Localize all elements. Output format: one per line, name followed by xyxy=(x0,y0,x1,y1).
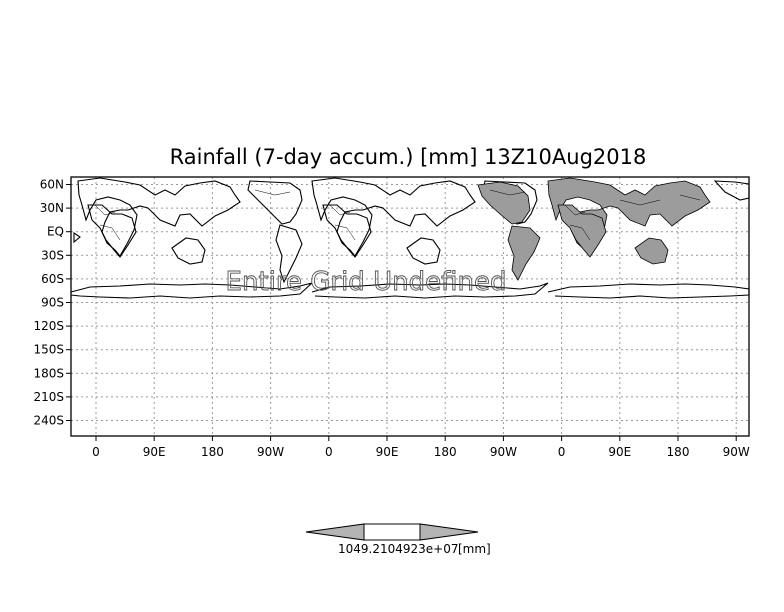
y-tick-label: 60N xyxy=(40,178,64,192)
political-borders xyxy=(94,189,701,241)
world-copy-3 xyxy=(547,177,750,299)
y-tick-label: EQ xyxy=(47,225,64,239)
x-tick-label: 0 xyxy=(558,445,566,459)
y-axis-ticks: 60N 30N EQ 30S 60S 90S 120S 150S 180S 210S 240S xyxy=(33,178,71,428)
x-tick-label: 90E xyxy=(376,445,399,459)
colorbar-right-triangle xyxy=(419,523,479,541)
continents xyxy=(70,177,750,299)
colorbar-unit: [mm] xyxy=(458,542,491,556)
x-axis-ticks: 0 90E 180 90W 0 90E 180 90W 0 90E 180 90W xyxy=(92,436,750,459)
y-tick-label: 180S xyxy=(33,366,64,380)
y-tick-label: 120S xyxy=(33,319,64,333)
world-copy-2 xyxy=(311,177,549,299)
y-tick-label: 30S xyxy=(41,248,64,262)
colorbar-label: 1049.2104923e+07 xyxy=(338,542,459,556)
y-tick-label: 150S xyxy=(33,343,64,357)
colorbar-middle-box xyxy=(363,523,421,541)
gridlines xyxy=(71,177,749,436)
colorbar: 1049.2104923e+07 [mm] xyxy=(305,523,491,556)
x-tick-label: 0 xyxy=(325,445,333,459)
x-tick-label: 90E xyxy=(143,445,166,459)
y-tick-label: 240S xyxy=(33,414,64,428)
y-tick-label: 30N xyxy=(40,201,64,215)
undefined-grid-message: Entire Grid Undefined xyxy=(226,267,507,297)
x-tick-label: 180 xyxy=(667,445,690,459)
colorbar-left-triangle xyxy=(305,523,365,541)
x-tick-label: 180 xyxy=(201,445,224,459)
map-title: Rainfall (7-day accum.) [mm] 13Z10Aug201… xyxy=(170,145,647,169)
x-tick-label: 90W xyxy=(723,445,750,459)
x-tick-label: 90W xyxy=(490,445,517,459)
plot-border xyxy=(70,176,750,437)
x-tick-label: 90W xyxy=(257,445,284,459)
y-tick-label: 210S xyxy=(33,390,64,404)
x-tick-label: 180 xyxy=(434,445,457,459)
map-plot-area xyxy=(70,176,750,437)
x-tick-label: 90E xyxy=(608,445,631,459)
y-tick-label: 90S xyxy=(41,296,64,310)
y-tick-label: 60S xyxy=(41,272,64,286)
x-tick-label: 0 xyxy=(92,445,100,459)
world-copy-1 xyxy=(70,177,313,299)
